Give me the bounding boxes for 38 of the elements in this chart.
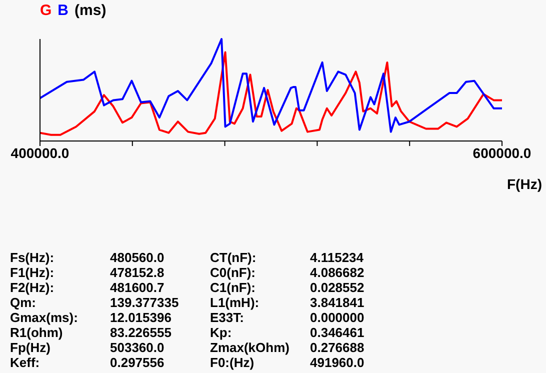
text: C0(nF): (210, 265, 256, 280)
x-tick-label: 600000.0 (472, 144, 532, 161)
text: F2(Hz): (10, 280, 56, 295)
text: 480560.0 (110, 250, 166, 265)
x-tick-label: 400000.0 (10, 144, 70, 161)
text: E33T: (210, 310, 245, 325)
text: G (40, 2, 52, 19)
text: Fp(Hz) (10, 340, 52, 355)
text: 478152.8 (110, 265, 166, 280)
text: 83.226555 (110, 325, 172, 340)
text: 0.028552 (310, 280, 366, 295)
text: 491960.0 (310, 355, 366, 370)
text: 3.841841 (310, 295, 366, 310)
x-axis-title: F(Hz) (507, 176, 542, 192)
text: Kp: (210, 325, 233, 340)
text: 139.377335 (110, 295, 180, 310)
y-axis-title: (ms) (74, 2, 106, 19)
text: Gmax(ms): (10, 310, 79, 325)
text: 503360.0 (110, 340, 166, 355)
text: Fs(Hz): (10, 250, 56, 265)
text: CT(nF): (210, 250, 258, 265)
text: Qm: (10, 295, 37, 310)
text: B (58, 2, 69, 19)
text: 0.000000 (310, 310, 366, 325)
text: F0:(Hz) (210, 355, 256, 370)
text: 0.297556 (110, 355, 166, 370)
text: 4.086682 (310, 265, 366, 280)
text: F1(Hz): (10, 265, 56, 280)
text: 481600.7 (110, 280, 166, 295)
text: C1(nF): (210, 280, 256, 295)
text: L1(mH): (210, 295, 260, 310)
text: 0.276688 (310, 340, 366, 355)
text: 0.346461 (310, 325, 366, 340)
text: Zmax(kOhm) (210, 340, 290, 355)
text: 4.115234 (310, 250, 365, 265)
text: Keff: (10, 355, 41, 370)
text: 12.015396 (110, 310, 172, 325)
text: R1(ohm) (10, 325, 64, 340)
